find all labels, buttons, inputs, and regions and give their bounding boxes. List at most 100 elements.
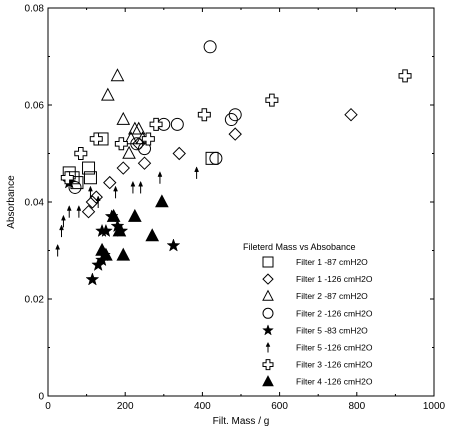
arrow-head [265,341,271,347]
legend-label: Filter 5 -126 cmH2O [296,343,373,353]
data-point [157,171,163,184]
data-point [74,147,88,160]
arrow-head [157,171,163,177]
legend-marker [265,341,271,353]
y-tick-label: 0 [38,392,44,403]
legend-marker [262,375,274,387]
x-axis-title: Filt. Mass / g [213,416,270,427]
x-tick-label: 800 [348,401,365,412]
data-point [145,228,160,242]
legend-label: Filter 3 -126 cmH2O [296,360,373,370]
legend-item: Filter 2 -87 cmH2O [262,289,368,301]
legend-items: Filter 1 -87 cmH2O Filter 1 -126 cmH2O Fil… [262,256,373,387]
legend-marker [262,324,274,336]
y-tick-label: 0.02 [25,295,45,306]
y-axis-title: Absorbance [6,175,17,229]
arrow-head [138,180,144,187]
series-6 [55,166,199,257]
data-point [398,69,412,83]
arrow-head [55,243,61,250]
y-tick-label: 0.04 [25,198,45,209]
legend-marker [262,256,274,268]
data-point [83,171,97,185]
data-point [209,151,223,165]
plot-border [47,7,435,397]
x-tick-label: 400 [194,401,211,412]
data-point [116,247,131,261]
data-point [344,107,358,122]
legend-item: Filter 5 -126 cmH2O [265,341,373,353]
data-point [88,185,93,199]
data-point [141,132,155,146]
data-point [114,137,128,151]
legend-label: Filter 1 -126 cmH2O [296,274,373,284]
data-point [95,195,101,208]
legend-label: Filter 5 -83 cmH2O [296,325,368,335]
legend-marker [262,307,274,319]
legend-label: Filter 4 -126 cmH2O [296,377,373,387]
data-point [138,180,144,194]
data-point [228,127,242,141]
data-point [89,132,103,146]
arrow-head [66,205,72,211]
data-point [170,117,184,131]
data-point [101,87,115,101]
data-point [224,113,238,127]
legend: Fileterd Mass vs Absobance Filter 1 -87 … [243,242,373,387]
arrow-head [95,195,101,202]
data-point [110,68,125,82]
arrow-head [76,205,82,211]
legend-item: Filter 2 -126 cmH2O [262,307,373,319]
legend-label: Filter 2 -87 cmH2O [296,291,368,301]
series-8 [95,194,169,261]
data-point [172,146,186,161]
x-tick-label: 1000 [423,401,446,412]
data-point [203,40,217,54]
arrow-head [61,214,66,221]
data-point [265,93,279,107]
data-point [128,208,142,222]
data-point [197,108,211,122]
data-point [89,190,103,204]
data-point [82,161,96,175]
legend-item: Filter 3 -126 cmH2O [262,359,373,371]
data-point [122,145,136,159]
data-point [103,175,117,190]
data-point [112,223,127,237]
data-point [55,243,61,257]
data-point [194,166,199,179]
data-point [61,214,66,228]
x-tick-label: 0 [45,401,51,412]
data-point [166,238,181,252]
data-point [99,247,113,261]
legend-item: Filter 5 -83 cmH2O [262,324,368,336]
data-point [76,205,82,218]
y-tick-label: 0.08 [25,4,45,15]
arrow-head [88,185,93,192]
legend-marker [262,289,274,301]
legend-title: Fileterd Mass vs Absobance [243,242,356,252]
arrow-head [113,185,118,192]
data-point [228,108,242,122]
legend-label: Filter 1 -87 cmH2O [296,257,368,267]
series-4 [68,40,242,194]
data-point [81,204,96,219]
data-point [68,180,82,194]
legend-marker [262,359,274,371]
plot-frame [47,7,435,397]
data-point [66,205,72,218]
data-point [113,185,118,199]
data-point [138,142,151,156]
data-point [116,111,131,125]
data-point [59,224,64,238]
arrow-head [130,180,136,187]
legend-label: Filter 2 -126 cmH2O [296,308,373,318]
data-point [205,151,219,165]
data-point [131,121,146,135]
legend-item: Filter 4 -126 cmH2O [262,375,373,387]
data-point [155,194,169,208]
x-tick-label: 200 [117,401,134,412]
data-point [137,156,152,170]
data-point [106,208,121,222]
